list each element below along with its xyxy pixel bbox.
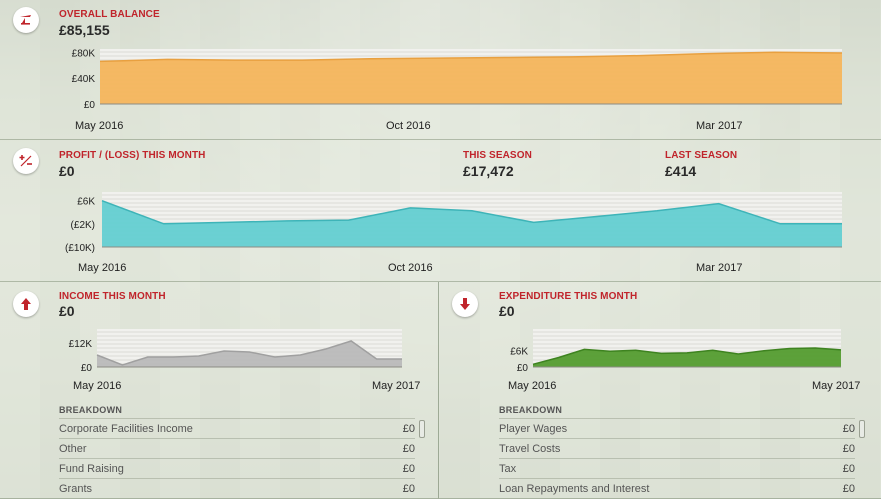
overall-balance-chart: £80K £40K £0 — [72, 48, 843, 111]
this-season-value: £17,472 — [463, 163, 514, 179]
expenditure-series-area — [533, 348, 841, 367]
list-item: Player Wages £0 — [499, 418, 855, 439]
profit-series-line — [101, 199, 842, 225]
expenditure-chart: £6K£0 — [510, 329, 842, 374]
expenditure-y-tick-label: £6K — [510, 347, 528, 358]
expenditure-x-tick-1: May 2017 — [812, 380, 861, 392]
overall-balance-value: £85,155 — [59, 22, 110, 38]
income-x-tick-0: May 2016 — [73, 380, 122, 392]
list-item: Grants £0 — [59, 478, 415, 499]
overall-balance-panel: OVERALL BALANCE £85,155 £80K £40K £0 May 2… — [0, 0, 881, 140]
profit-loss-chart: £6K (£2K) (£10K) — [65, 192, 842, 254]
income-y-tick-label: £0 — [81, 363, 93, 374]
profit-x-tick-0: May 2016 — [78, 262, 127, 274]
this-season-label: THIS SEASON — [463, 150, 532, 161]
list-item: Fund Raising £0 — [59, 458, 415, 479]
profit-y-tick-label: (£2K) — [71, 220, 95, 231]
arrow-up-icon — [13, 291, 39, 317]
profit-series-area — [102, 200, 842, 247]
balance-icon — [13, 7, 39, 33]
balance-y-tick-label: £80K — [72, 48, 96, 59]
profit-x-tick-2: Mar 2017 — [696, 262, 743, 274]
expenditure-x-tick-0: May 2016 — [508, 380, 557, 392]
income-series-area — [97, 341, 402, 367]
income-y-tick-label: £12K — [69, 339, 93, 350]
last-season-value: £414 — [665, 163, 697, 179]
balance-y-tick-label: £0 — [84, 100, 96, 111]
balance-x-tick-1: Oct 2016 — [386, 120, 431, 132]
list-item: Other £0 — [59, 438, 415, 459]
overall-balance-label: OVERALL BALANCE — [59, 9, 160, 20]
balance-series-line — [99, 51, 843, 63]
balance-series-area — [100, 52, 842, 104]
expenditure-panel: EXPENDITURE THIS MONTH £0 £6K £0 May 2016… — [439, 282, 881, 499]
list-item: Tax £0 — [499, 458, 855, 479]
list-item: Travel Costs £0 — [499, 438, 855, 459]
income-series-line — [96, 340, 402, 366]
profit-x-tick-1: Oct 2016 — [388, 262, 433, 274]
balance-x-tick-2: Mar 2017 — [696, 120, 743, 132]
expenditure-scrollbar[interactable] — [859, 420, 865, 438]
profit-y-tick-label: £6K — [77, 197, 95, 208]
profit-loss-label: PROFIT / (LOSS) THIS MONTH — [59, 150, 206, 161]
income-x-tick-1: May 2017 — [372, 380, 421, 392]
expenditure-series-line — [532, 347, 842, 366]
expenditure-breakdown-heading: BREAKDOWN — [499, 405, 563, 415]
profit-y-tick-label: (£10K) — [65, 243, 95, 254]
income-chart: £12K £0 — [69, 329, 402, 374]
income-panel: INCOME THIS MONTH £0 £12K £0 May 2016 May… — [0, 282, 439, 499]
income-scrollbar[interactable] — [419, 420, 425, 438]
balance-y-tick-label: £40K — [72, 74, 96, 85]
profit-loss-value: £0 — [59, 163, 75, 179]
expenditure-label: EXPENDITURE THIS MONTH — [499, 291, 638, 302]
balance-x-tick-0: May 2016 — [75, 120, 124, 132]
expenditure-y-tick-label: £0 — [517, 363, 529, 374]
arrow-down-icon — [452, 291, 478, 317]
expenditure-value: £0 — [499, 303, 515, 319]
income-breakdown-heading: BREAKDOWN — [59, 405, 123, 415]
plus-minus-icon — [13, 148, 39, 174]
list-item: Corporate Facilities Income £0 — [59, 418, 415, 439]
income-label: INCOME THIS MONTH — [59, 291, 166, 302]
profit-loss-panel: PROFIT / (LOSS) THIS MONTH £0 THIS SEASO… — [0, 140, 881, 282]
list-item: Loan Repayments and Interest £0 — [499, 478, 855, 499]
income-value: £0 — [59, 303, 75, 319]
last-season-label: LAST SEASON — [665, 150, 738, 161]
